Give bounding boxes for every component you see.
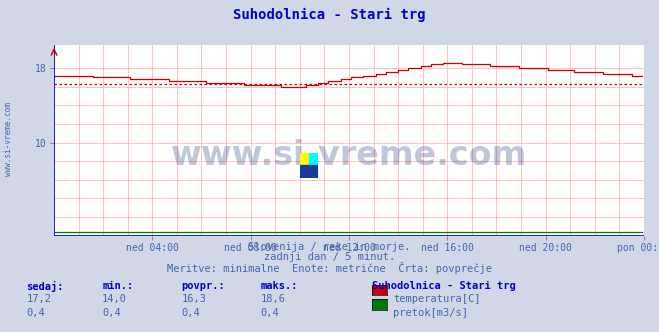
Bar (300, 165, 309, 178)
Text: povpr.:: povpr.: (181, 281, 225, 290)
Text: Meritve: minimalne  Enote: metrične  Črta: povprečje: Meritve: minimalne Enote: metrične Črta:… (167, 262, 492, 274)
Text: 14,0: 14,0 (102, 294, 127, 304)
Text: 0,4: 0,4 (181, 308, 200, 318)
Text: Slovenija / reke in morje.: Slovenija / reke in morje. (248, 242, 411, 252)
Text: Suhodolnica - Stari trg: Suhodolnica - Stari trg (233, 8, 426, 23)
Text: Suhodolnica - Stari trg: Suhodolnica - Stari trg (372, 281, 516, 290)
Text: 0,4: 0,4 (102, 308, 121, 318)
Text: 0,4: 0,4 (26, 308, 45, 318)
Text: pretok[m3/s]: pretok[m3/s] (393, 308, 469, 318)
Text: min.:: min.: (102, 281, 133, 290)
Bar (309, 153, 318, 165)
Text: 0,4: 0,4 (260, 308, 279, 318)
Text: 18,6: 18,6 (260, 294, 285, 304)
Text: maks.:: maks.: (260, 281, 298, 290)
Text: www.si-vreme.com: www.si-vreme.com (171, 139, 527, 172)
Bar (309, 165, 318, 178)
Text: sedaj:: sedaj: (26, 281, 64, 291)
Text: 17,2: 17,2 (26, 294, 51, 304)
Text: 16,3: 16,3 (181, 294, 206, 304)
Text: temperatura[C]: temperatura[C] (393, 294, 481, 304)
Bar (300, 153, 309, 165)
Text: www.si-vreme.com: www.si-vreme.com (4, 103, 13, 176)
Text: zadnji dan / 5 minut.: zadnji dan / 5 minut. (264, 252, 395, 262)
